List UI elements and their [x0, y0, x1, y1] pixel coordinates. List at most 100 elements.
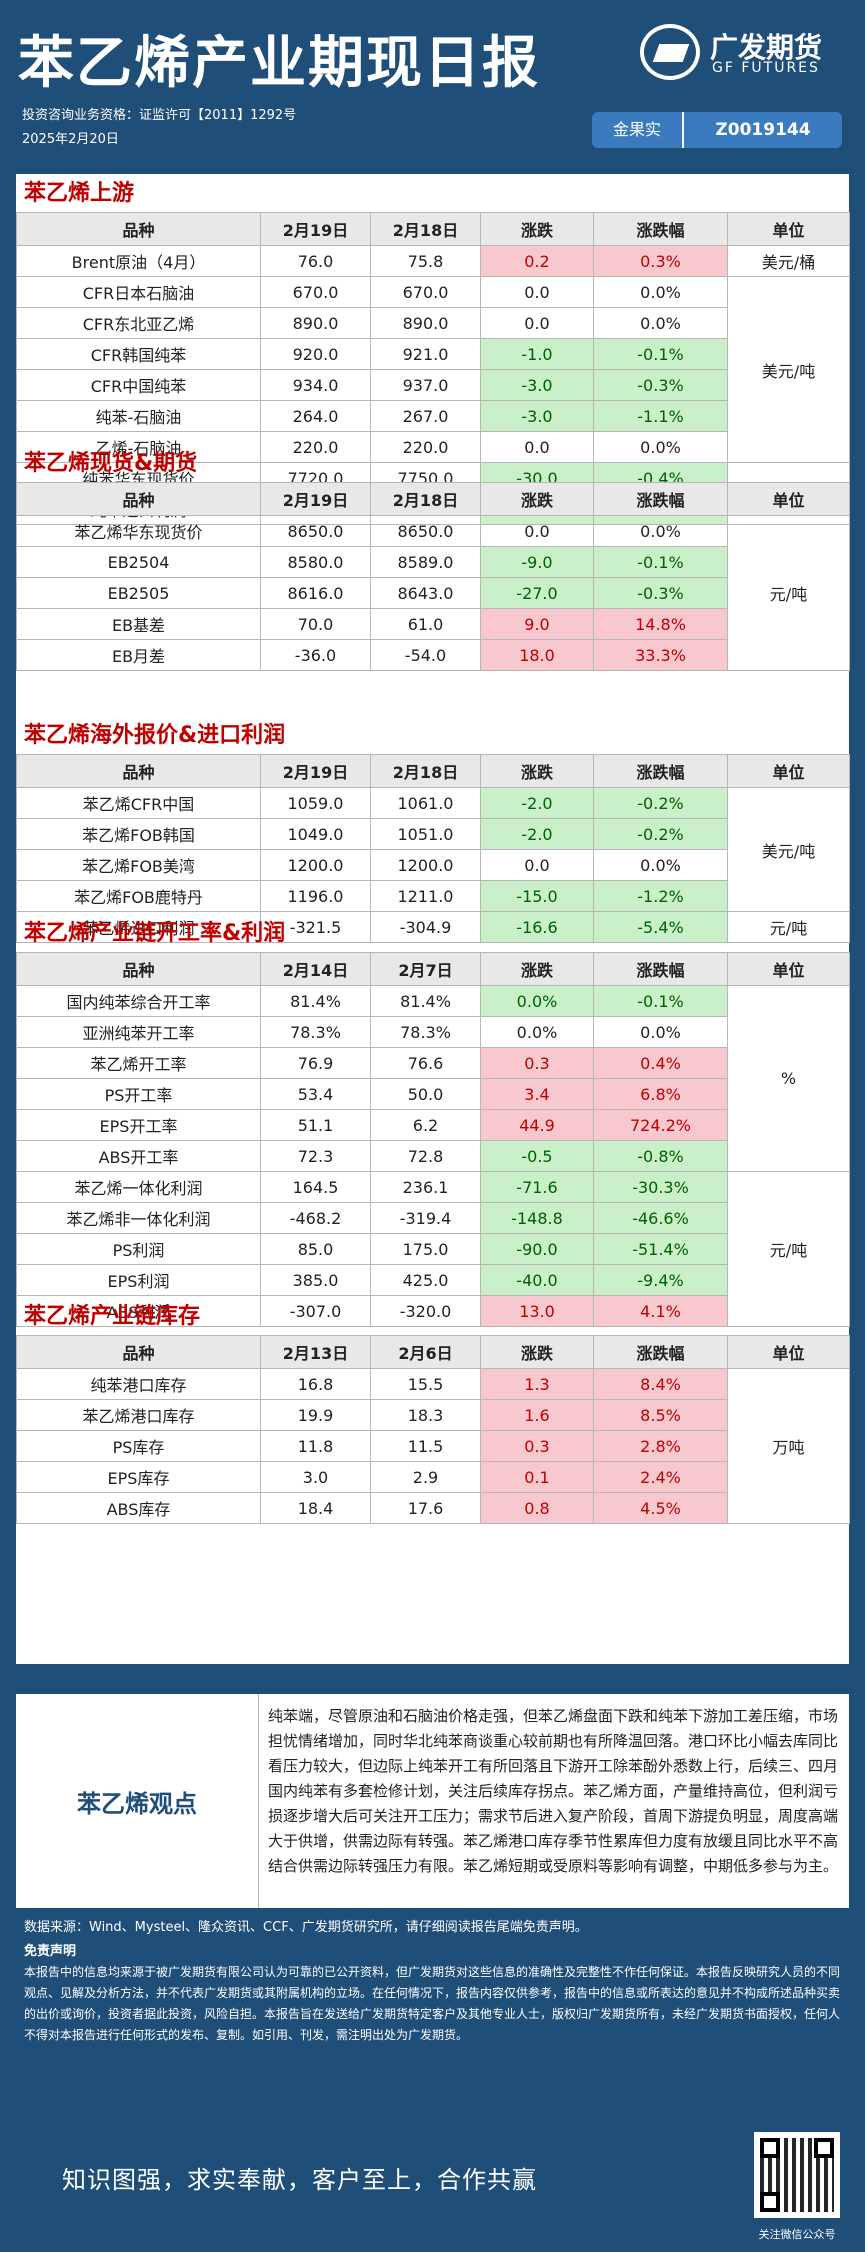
- data-table: 品种 2月14日 2月7日 涨跌 涨跌幅 单位 国内纯苯综合开工率 81.4% 81.4% 0.0…: [16, 952, 850, 1327]
- item-name: 苯乙烯华东现货价: [16, 515, 261, 547]
- change: 3.4: [480, 1078, 594, 1110]
- author-badge: 金果实 Z0019144: [592, 112, 842, 148]
- item-name: 纯苯-石脑油: [16, 400, 261, 432]
- change: -3.0: [480, 369, 594, 401]
- change: 0.3: [480, 1430, 594, 1462]
- table-row: 苯乙烯开工率 76.9 76.6 0.3 0.4%: [16, 1047, 850, 1079]
- value-current: 1200.0: [260, 849, 371, 881]
- value-previous: 72.8: [370, 1140, 481, 1172]
- author-name: 金果实: [592, 112, 684, 148]
- value-previous: -54.0: [370, 639, 481, 671]
- table-row: 苯乙烯一体化利润 164.5 236.1 -71.6 -30.3% 元/吨: [16, 1171, 850, 1327]
- change-percent: 724.2%: [593, 1109, 728, 1141]
- value-current: 8650.0: [260, 515, 371, 547]
- unit-cell: 美元/吨: [727, 276, 850, 463]
- value-previous: 937.0: [370, 369, 481, 401]
- value-previous: 236.1: [370, 1171, 481, 1203]
- column-header: 2月6日: [370, 1335, 481, 1369]
- column-header: 2月18日: [370, 212, 481, 246]
- value-previous: 75.8: [370, 245, 481, 277]
- value-current: 264.0: [260, 400, 371, 432]
- slogan: 知识图强，求实奉献，客户至上，合作共赢: [62, 2166, 537, 2194]
- table-row: CFR日本石脑油 670.0 670.0 0.0 0.0% 美元/吨: [16, 276, 850, 463]
- data-tables-card: 苯乙烯上游 品种 2月19日 2月18日 涨跌 涨跌幅 单位 Brent原油（4月） 76.0 7…: [16, 174, 850, 1664]
- item-name: CFR中国纯苯: [16, 369, 261, 401]
- value-current: 19.9: [260, 1399, 371, 1431]
- qr-finder: [760, 2138, 780, 2158]
- section-title: 苯乙烯产业链库存: [24, 1304, 201, 1329]
- table-row: PS开工率 53.4 50.0 3.4 6.8%: [16, 1078, 850, 1110]
- change-percent: -0.1%: [593, 985, 728, 1017]
- value-previous: 1211.0: [370, 880, 481, 912]
- value-current: 3.0: [260, 1461, 371, 1493]
- change: -148.8: [480, 1202, 594, 1234]
- table-row: 纯苯港口库存 16.8 15.5 1.3 8.4% 万吨: [16, 1368, 850, 1524]
- column-header: 涨跌幅: [593, 1335, 728, 1369]
- license-text: 投资咨询业务资格：证监许可【2011】1292号: [22, 108, 297, 123]
- value-current: 934.0: [260, 369, 371, 401]
- logo-en-text: GF FUTURES: [712, 60, 820, 76]
- item-name: CFR东北亚乙烯: [16, 307, 261, 339]
- table-row: EB月差 -36.0 -54.0 18.0 33.3%: [16, 639, 850, 671]
- table-row: PS利润 85.0 175.0 -90.0 -51.4%: [16, 1233, 850, 1265]
- change-percent: -0.3%: [593, 577, 728, 609]
- value-current: 385.0: [260, 1264, 371, 1296]
- value-current: 70.0: [260, 608, 371, 640]
- change-percent: -51.4%: [593, 1233, 728, 1265]
- item-name: EB2504: [16, 546, 261, 578]
- table-row: 苯乙烯FOB韩国 1049.0 1051.0 -2.0 -0.2%: [16, 818, 850, 850]
- item-name: ABS利润: [16, 1295, 261, 1327]
- report-header: 苯乙烯产业期现日报 广发期货 GF FUTURES 投资咨询业务资格：证监许可【…: [0, 0, 865, 166]
- value-previous: 1200.0: [370, 849, 481, 881]
- change: -90.0: [480, 1233, 594, 1265]
- view-text: 纯苯端，尽管原油和石脑油价格走强，但苯乙烯盘面下跌和纯苯下游加工差压缩，市场担忧…: [268, 1707, 839, 1875]
- item-name: 纯苯港口库存: [16, 1368, 261, 1400]
- value-current: 164.5: [260, 1171, 371, 1203]
- value-previous: 6.2: [370, 1109, 481, 1141]
- item-name: ABS库存: [16, 1492, 261, 1524]
- table-row: PS库存 11.8 11.5 0.3 2.8%: [16, 1430, 850, 1462]
- value-current: 85.0: [260, 1233, 371, 1265]
- change: -2.0: [480, 818, 594, 850]
- value-current: 76.9: [260, 1047, 371, 1079]
- table-row: CFR韩国纯苯 920.0 921.0 -1.0 -0.1%: [16, 338, 850, 370]
- change-percent: -1.2%: [593, 880, 728, 912]
- change: 0.0: [480, 849, 594, 881]
- value-previous: 220.0: [370, 431, 481, 463]
- item-name: Brent原油（4月）: [16, 245, 261, 277]
- change-percent: 0.4%: [593, 1047, 728, 1079]
- value-previous: -320.0: [370, 1295, 481, 1327]
- change: 1.6: [480, 1399, 594, 1431]
- table-header-row: 品种 2月14日 2月7日 涨跌 涨跌幅 单位: [16, 952, 850, 986]
- change: 0.0: [480, 431, 594, 463]
- column-header: 2月13日: [260, 1335, 371, 1369]
- table-row: ABS利润 -307.0 -320.0 13.0 4.1%: [16, 1295, 850, 1327]
- table-row: 国内纯苯综合开工率 81.4% 81.4% 0.0% -0.1%%: [16, 985, 850, 1172]
- column-header: 涨跌: [480, 212, 594, 246]
- section-title: 苯乙烯产业链开工率&利润: [24, 921, 286, 946]
- unit-cell: 美元/桶: [727, 245, 850, 277]
- value-previous: 81.4%: [370, 985, 481, 1017]
- value-previous: 921.0: [370, 338, 481, 370]
- table-row: EB2504 8580.0 8589.0 -9.0 -0.1%: [16, 546, 850, 578]
- value-current: -307.0: [260, 1295, 371, 1327]
- value-previous: -319.4: [370, 1202, 481, 1234]
- change-percent: 0.0%: [593, 307, 728, 339]
- value-current: 72.3: [260, 1140, 371, 1172]
- item-name: 苯乙烯开工率: [16, 1047, 261, 1079]
- value-previous: 8589.0: [370, 546, 481, 578]
- change: 0.0: [480, 276, 594, 308]
- unit-cell: 美元/吨: [727, 787, 850, 912]
- item-name: ABS开工率: [16, 1140, 261, 1172]
- column-header: 涨跌幅: [593, 482, 728, 516]
- value-current: 1059.0: [260, 787, 371, 819]
- data-table: 品种 2月19日 2月18日 涨跌 涨跌幅 单位 Brent原油（4月） 76.0 75.8 0.…: [16, 212, 850, 525]
- footer: 数据来源：Wind、Mysteel、隆众资讯、CCF、广发期货研究所，请仔细阅读…: [16, 1916, 849, 2106]
- change-percent: 0.0%: [593, 276, 728, 308]
- table-row: 苯乙烯CFR中国 1059.0 1061.0 -2.0 -0.2% 美元/吨: [16, 787, 850, 912]
- value-previous: -304.9: [370, 911, 481, 943]
- change: 18.0: [480, 639, 594, 671]
- value-previous: 8650.0: [370, 515, 481, 547]
- change: 0.1: [480, 1461, 594, 1493]
- value-current: 53.4: [260, 1078, 371, 1110]
